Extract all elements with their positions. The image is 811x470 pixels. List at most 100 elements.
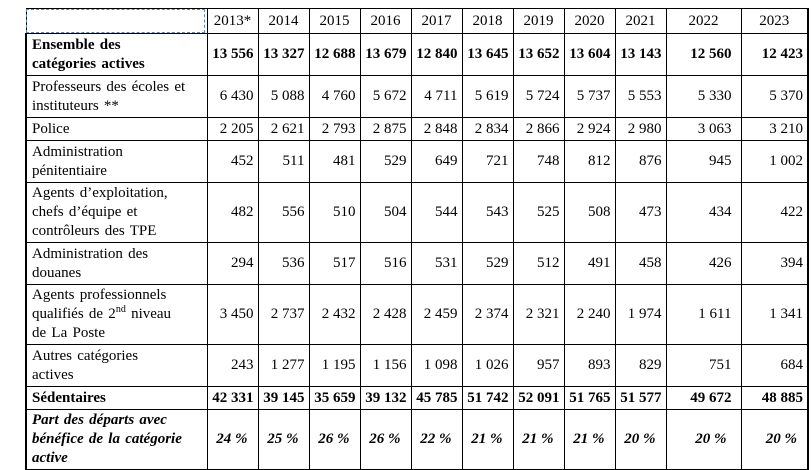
year-column-header: 2022 bbox=[665, 8, 742, 34]
value-cell: 2 848 bbox=[410, 117, 463, 141]
value-cell: 12 688 bbox=[308, 33, 361, 76]
row-label-cell: Ensemble des catégories actives bbox=[25, 33, 208, 76]
value-cell: 529 bbox=[359, 140, 412, 183]
value-cell: 45 785 bbox=[410, 386, 463, 410]
value-cell: 5 370 bbox=[740, 75, 809, 118]
value-cell: 812 bbox=[563, 140, 616, 183]
table-row: Ensemble des catégories actives 13 556 13 … bbox=[25, 33, 809, 76]
value-cell: 473 bbox=[614, 182, 667, 243]
value-cell: 2 866 bbox=[512, 117, 565, 141]
value-cell: 20 % bbox=[740, 409, 809, 470]
year-header-row: 2013* 2014 2015 2016 2017 2018 2019 2020 2021 202… bbox=[25, 8, 809, 34]
value-cell: 721 bbox=[461, 140, 514, 183]
value-cell: 51 742 bbox=[461, 386, 514, 410]
value-cell: 517 bbox=[308, 242, 361, 285]
value-cell: 1 156 bbox=[359, 344, 412, 387]
value-cell: 452 bbox=[206, 140, 259, 183]
value-cell: 2 321 bbox=[512, 284, 565, 345]
value-cell: 422 bbox=[740, 182, 809, 243]
value-cell: 491 bbox=[563, 242, 616, 285]
value-cell: 5 330 bbox=[665, 75, 742, 118]
value-cell: 3 063 bbox=[665, 117, 742, 141]
value-cell: 13 556 bbox=[206, 33, 259, 76]
value-cell: 945 bbox=[665, 140, 742, 183]
value-cell: 2 621 bbox=[257, 117, 310, 141]
value-cell: 21 % bbox=[461, 409, 514, 470]
value-cell: 5 672 bbox=[359, 75, 412, 118]
value-cell: 2 737 bbox=[257, 284, 310, 345]
value-cell: 21 % bbox=[512, 409, 565, 470]
value-cell: 12 423 bbox=[740, 33, 809, 76]
value-cell: 2 924 bbox=[563, 117, 616, 141]
value-cell: 13 604 bbox=[563, 33, 616, 76]
value-cell: 243 bbox=[206, 344, 259, 387]
value-cell: 13 327 bbox=[257, 33, 310, 76]
value-cell: 5 553 bbox=[614, 75, 667, 118]
year-column-header: 2021 bbox=[614, 8, 667, 34]
value-cell: 1 611 bbox=[665, 284, 742, 345]
year-column-header: 2016 bbox=[359, 8, 412, 34]
value-cell: 481 bbox=[308, 140, 361, 183]
value-cell: 3 450 bbox=[206, 284, 259, 345]
value-cell: 3 210 bbox=[740, 117, 809, 141]
value-cell: 51 577 bbox=[614, 386, 667, 410]
table-row: Sédentaires 42 331 39 145 35 659 39 132 45 78… bbox=[25, 386, 809, 410]
value-cell: 510 bbox=[308, 182, 361, 243]
value-cell: 13 679 bbox=[359, 33, 412, 76]
value-cell: 482 bbox=[206, 182, 259, 243]
year-column-header: 2019 bbox=[512, 8, 565, 34]
value-cell: 5 737 bbox=[563, 75, 616, 118]
year-column-header: 2015 bbox=[308, 8, 361, 34]
value-cell: 2 980 bbox=[614, 117, 667, 141]
row-label-cell: Police bbox=[25, 117, 208, 141]
value-cell: 2 834 bbox=[461, 117, 514, 141]
value-cell: 294 bbox=[206, 242, 259, 285]
label-superscript: nd bbox=[115, 304, 126, 315]
value-cell: 893 bbox=[563, 344, 616, 387]
value-cell: 1 341 bbox=[740, 284, 809, 345]
value-cell: 544 bbox=[410, 182, 463, 243]
year-column-header: 2018 bbox=[461, 8, 514, 34]
table-row: Agents professionnels qualifiés de 2nd n… bbox=[25, 284, 809, 345]
table-row: Agents d’exploitation, chefs d’équipe et… bbox=[25, 182, 809, 243]
value-cell: 458 bbox=[614, 242, 667, 285]
value-cell: 2 240 bbox=[563, 284, 616, 345]
value-cell: 5 088 bbox=[257, 75, 310, 118]
value-cell: 21 % bbox=[563, 409, 616, 470]
value-cell: 957 bbox=[512, 344, 565, 387]
value-cell: 2 374 bbox=[461, 284, 514, 345]
value-cell: 26 % bbox=[308, 409, 361, 470]
value-cell: 6 430 bbox=[206, 75, 259, 118]
table-row: Administration des douanes 294 536 517 516 53… bbox=[25, 242, 809, 285]
value-cell: 2 428 bbox=[359, 284, 412, 345]
table-row: Professeurs des écoles et instituteurs *… bbox=[25, 75, 809, 118]
value-cell: 52 091 bbox=[512, 386, 565, 410]
value-cell: 2 793 bbox=[308, 117, 361, 141]
corner-cell bbox=[25, 8, 208, 34]
value-cell: 5 619 bbox=[461, 75, 514, 118]
value-cell: 13 645 bbox=[461, 33, 514, 76]
value-cell: 12 560 bbox=[665, 33, 742, 76]
value-cell: 5 724 bbox=[512, 75, 565, 118]
value-cell: 26 % bbox=[359, 409, 412, 470]
departures-table: 2013* 2014 2015 2016 2017 2018 2019 2020 2021 202… bbox=[25, 8, 809, 470]
value-cell: 12 840 bbox=[410, 33, 463, 76]
value-cell: 1 277 bbox=[257, 344, 310, 387]
table-row: Autres catégories actives 243 1 277 1 195 1 … bbox=[25, 344, 809, 387]
value-cell: 1 195 bbox=[308, 344, 361, 387]
value-cell: 42 331 bbox=[206, 386, 259, 410]
value-cell: 20 % bbox=[665, 409, 742, 470]
value-cell: 20 % bbox=[614, 409, 667, 470]
value-cell: 543 bbox=[461, 182, 514, 243]
value-cell: 434 bbox=[665, 182, 742, 243]
value-cell: 829 bbox=[614, 344, 667, 387]
value-cell: 4 711 bbox=[410, 75, 463, 118]
row-label-cell: Autres catégories actives bbox=[25, 344, 208, 387]
value-cell: 525 bbox=[512, 182, 565, 243]
value-cell: 649 bbox=[410, 140, 463, 183]
value-cell: 1 974 bbox=[614, 284, 667, 345]
year-column-header: 2014 bbox=[257, 8, 310, 34]
value-cell: 394 bbox=[740, 242, 809, 285]
value-cell: 1 026 bbox=[461, 344, 514, 387]
